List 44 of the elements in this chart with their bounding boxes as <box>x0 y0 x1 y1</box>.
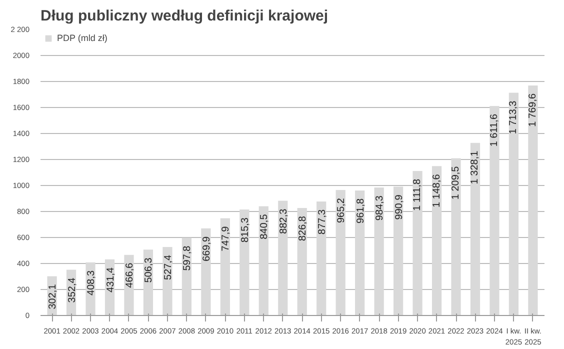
chart-title: Dług publiczny według definicji krajowej <box>40 8 328 24</box>
data-label: 826,8 <box>298 216 309 242</box>
bar <box>336 190 346 316</box>
data-label: 961,8 <box>355 198 366 224</box>
data-label: 840,5 <box>259 214 270 240</box>
bar <box>240 210 250 316</box>
bar <box>374 188 384 316</box>
bar <box>355 190 365 316</box>
data-label: 984,3 <box>374 195 386 221</box>
data-label: 1 713,3 <box>508 100 520 134</box>
bar <box>412 170 422 316</box>
bar <box>508 92 519 316</box>
data-label: 431,4 <box>105 266 116 292</box>
data-label: 506,3 <box>144 257 155 283</box>
legend-label: PDP (mld zł) <box>57 33 108 43</box>
bar <box>451 158 461 316</box>
data-label: 965,2 <box>336 198 348 224</box>
bar <box>162 246 172 316</box>
data-label: 1 328,1 <box>470 150 481 184</box>
data-label: 1 111,8 <box>412 178 424 211</box>
data-label: 815,3 <box>240 217 251 243</box>
data-label: 597,8 <box>182 245 194 271</box>
data-label: 302,1 <box>48 284 59 310</box>
data-label: 1 209,5 <box>450 166 462 200</box>
data-label: 527,4 <box>162 254 174 280</box>
bar <box>490 106 500 316</box>
bar <box>393 186 404 316</box>
data-label: 990,9 <box>394 194 405 220</box>
bar <box>316 201 326 316</box>
data-label: 877,3 <box>316 209 328 234</box>
bar <box>470 142 480 316</box>
data-label: 882,3 <box>278 208 290 234</box>
bar <box>258 206 268 316</box>
bar <box>432 166 442 316</box>
data-label: 1 769,6 <box>527 93 538 127</box>
data-label: 466,6 <box>124 262 136 288</box>
data-label: 747,9 <box>220 226 232 252</box>
bar <box>528 85 538 316</box>
data-label: 352,4 <box>66 277 78 303</box>
data-label: 669,9 <box>201 236 212 262</box>
data-label: 1 611,6 <box>488 114 500 147</box>
data-label: 408,3 <box>86 270 98 296</box>
bar <box>220 218 230 316</box>
data-label: 1 148,6 <box>431 174 442 208</box>
